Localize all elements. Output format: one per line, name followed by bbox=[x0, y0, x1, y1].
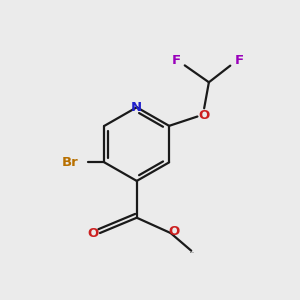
Text: F: F bbox=[171, 54, 181, 67]
Text: O: O bbox=[169, 225, 180, 238]
Text: N: N bbox=[131, 101, 142, 114]
Text: methyl: methyl bbox=[190, 251, 195, 253]
Text: O: O bbox=[199, 109, 210, 122]
Text: O: O bbox=[87, 226, 98, 239]
Text: Br: Br bbox=[62, 156, 79, 169]
Text: F: F bbox=[234, 54, 244, 67]
